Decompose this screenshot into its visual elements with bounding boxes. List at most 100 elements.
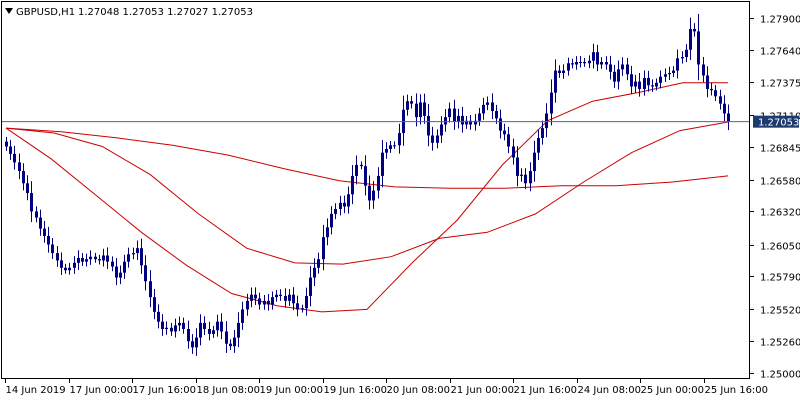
candle-body <box>486 102 489 105</box>
candle-body <box>706 75 709 89</box>
y-tick-label: 1.27640 <box>760 47 800 58</box>
candle-body <box>94 256 97 260</box>
x-tick-label: 24 Jun 08:00 <box>578 385 642 396</box>
candle-body <box>364 166 367 186</box>
candle-body <box>710 88 713 91</box>
candle-body <box>250 294 253 301</box>
candle-body <box>68 267 71 271</box>
candle-body <box>246 300 249 310</box>
candle-body <box>334 208 337 214</box>
candle-body <box>444 117 447 125</box>
candle-body <box>681 57 684 59</box>
x-tick-label: 17 Jun 00:00 <box>70 385 134 396</box>
candle-body <box>719 96 722 104</box>
candle-body <box>537 137 540 153</box>
x-axis: 14 Jun 2019 17 Jun 00:00 17 Jun 16:00 18 Ju… <box>6 385 769 396</box>
x-tick-label: 21 Jun 00:00 <box>451 385 515 396</box>
price-tag-label: 1.27053 <box>758 118 799 129</box>
candle-body <box>634 81 637 87</box>
candle-body <box>672 70 675 74</box>
candle-body <box>165 327 168 330</box>
candle-body <box>254 294 257 299</box>
axis-ticks <box>5 18 754 383</box>
candle-body <box>216 321 219 331</box>
candle-body <box>30 193 33 212</box>
candle-body <box>119 272 122 278</box>
candle-body <box>127 254 130 262</box>
x-tick-label: 25 Jun 00:00 <box>641 385 705 396</box>
moving-average-line <box>5 121 729 265</box>
candle-body <box>174 325 177 332</box>
candle-body <box>474 120 477 125</box>
x-tick-label: 19 Jun 16:00 <box>324 385 388 396</box>
y-tick-label: 1.26050 <box>760 242 800 253</box>
candle-body <box>43 228 46 236</box>
candle-body <box>385 148 388 153</box>
candle-body <box>668 73 671 75</box>
candle-body <box>267 300 270 305</box>
candle-body <box>689 28 692 50</box>
candle-body <box>5 141 8 147</box>
candle-body <box>465 120 468 125</box>
candle-body <box>98 259 101 261</box>
candle-body <box>693 28 696 32</box>
candle-body <box>609 64 612 72</box>
candle-body <box>39 217 42 229</box>
candle-body <box>73 262 76 268</box>
candle-body <box>626 64 629 75</box>
candle-body <box>469 120 472 125</box>
candle-body <box>393 145 396 147</box>
candle-body <box>102 255 105 261</box>
chart-header: GBPUSD,H1 1.27048 1.27053 1.27027 1.2705… <box>5 7 253 18</box>
candle-body <box>317 259 320 268</box>
ohlc-readout: 1.27048 1.27053 1.27027 1.27053 <box>78 7 253 18</box>
candle-body <box>562 70 565 74</box>
candle-body <box>491 102 494 112</box>
candle-body <box>157 311 160 322</box>
candle-body <box>461 115 464 125</box>
candle-body <box>545 113 548 129</box>
candle-body <box>415 103 418 118</box>
candle-body <box>664 74 667 77</box>
y-tick-label: 1.26320 <box>760 208 800 219</box>
candle-body <box>524 174 527 184</box>
candle-body <box>330 213 333 228</box>
candle-body <box>35 211 38 218</box>
candle-body <box>284 295 287 301</box>
x-tick-label: 18 Jun 08:00 <box>197 385 261 396</box>
symbol-label: GBPUSD,H1 <box>16 7 75 18</box>
candle-body <box>360 164 363 167</box>
dropdown-triangle-icon[interactable] <box>5 8 13 14</box>
candle-body <box>512 146 515 158</box>
candle-body <box>495 111 498 119</box>
candle-body <box>579 62 582 64</box>
candle-body <box>588 60 591 64</box>
candle-body <box>592 52 595 61</box>
candle-body <box>111 261 114 267</box>
candle-body <box>541 128 544 138</box>
candle-body <box>453 108 456 123</box>
x-tick-label: 14 Jun 2019 <box>6 385 66 396</box>
candle-body <box>275 294 278 298</box>
candle-body <box>478 113 481 121</box>
candle-body <box>567 63 570 71</box>
candle-body <box>81 257 84 262</box>
candle-body <box>140 248 143 266</box>
candle-body <box>237 322 240 338</box>
candle-body <box>676 58 679 71</box>
candle-body <box>241 309 244 323</box>
candle-body <box>225 331 228 344</box>
candle-body <box>178 322 181 326</box>
candle-body <box>659 76 662 83</box>
candle-body <box>550 92 553 114</box>
candle-body <box>85 259 88 262</box>
candle-body <box>355 164 358 176</box>
candle-body <box>381 152 384 176</box>
candle-body <box>149 281 152 298</box>
candle-body <box>347 194 350 207</box>
candle-body <box>351 175 354 195</box>
candle-body <box>263 300 266 305</box>
candle-body <box>613 71 616 82</box>
candle-body <box>106 255 109 262</box>
